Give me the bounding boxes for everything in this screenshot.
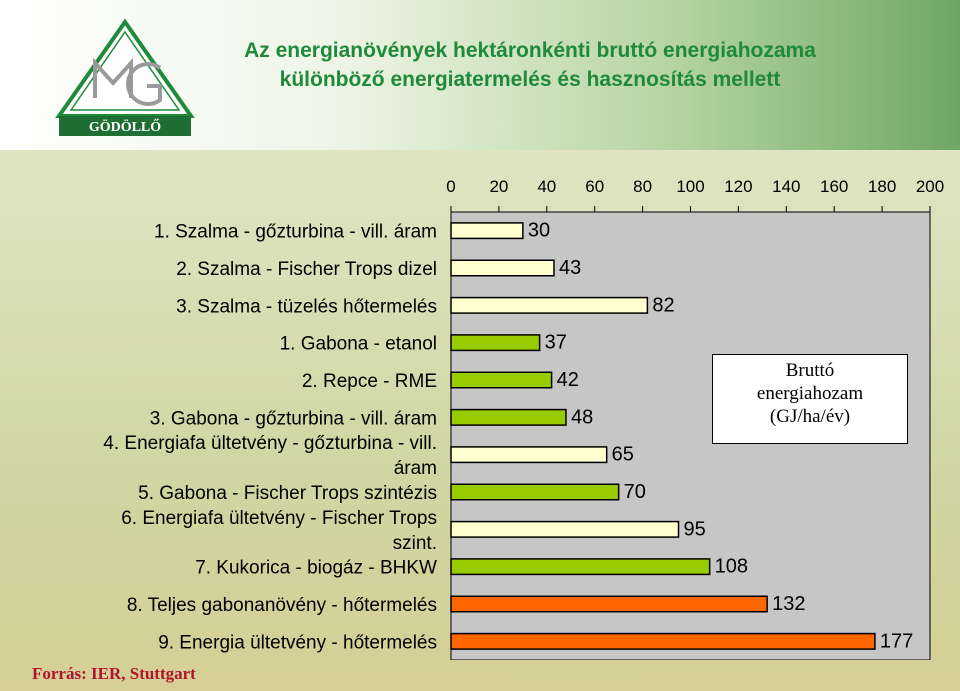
title-line-2: különböző energiatermelés és hasznosítás… xyxy=(279,68,781,91)
bar xyxy=(450,259,555,277)
page-title: Az energianövények hektáronkénti bruttó … xyxy=(200,36,860,94)
category-labels: 1. Szalma - gőzturbina - vill. áram 2. Sz… xyxy=(103,222,437,654)
value-label: 48 xyxy=(571,406,593,428)
legend-line-2: energiahozam xyxy=(756,383,864,404)
x-tick-label: 0 xyxy=(446,177,455,196)
source-note: Forrás: IER, Stuttgart xyxy=(32,664,196,683)
bar xyxy=(450,483,620,501)
x-tick-label: 120 xyxy=(724,177,752,196)
bar xyxy=(450,408,567,426)
category-label: szint. xyxy=(393,533,437,554)
category-label: 6. Energiafa ültetvény - Fischer Trops xyxy=(121,508,437,529)
category-label: 2. Repce - RME xyxy=(302,371,437,392)
legend-line-1: Bruttó xyxy=(785,360,835,381)
mg-logo: GÖDÖLLŐ xyxy=(55,18,195,136)
value-label: 108 xyxy=(715,556,748,578)
value-label: 65 xyxy=(612,444,634,466)
value-label: 30 xyxy=(528,220,550,242)
category-label: 3. Gabona - gőzturbina - vill. áram xyxy=(150,408,437,429)
value-label: 43 xyxy=(559,257,581,279)
category-label: 1. Szalma - gőzturbina - vill. áram xyxy=(154,222,437,243)
value-label: 42 xyxy=(557,369,579,391)
category-label: 5. Gabona - Fischer Trops szintézis xyxy=(138,483,437,504)
category-label: 3. Szalma - tüzelés hőtermelés xyxy=(176,296,437,317)
category-label: 8. Teljes gabonanövény - hőtermelés xyxy=(127,595,437,616)
x-tick-label: 60 xyxy=(585,177,604,196)
x-tick-label: 180 xyxy=(868,177,896,196)
x-tick-label: 140 xyxy=(772,177,800,196)
bar xyxy=(450,334,541,352)
legend-box: Bruttó energiahozam (GJ/ha/év) xyxy=(712,354,908,444)
value-label: 132 xyxy=(772,593,805,615)
value-label: 177 xyxy=(880,630,913,652)
value-label: 95 xyxy=(684,518,706,540)
value-label: 82 xyxy=(652,294,674,316)
category-label: 2. Szalma - Fischer Trops dizel xyxy=(176,259,437,280)
x-axis-ticks: 0 20 40 60 80 100 120 140 160 180 200 xyxy=(446,177,944,212)
bar xyxy=(450,296,649,314)
bar xyxy=(450,520,680,538)
category-label: áram xyxy=(394,458,437,479)
bar xyxy=(450,595,768,613)
x-tick-label: 40 xyxy=(537,177,556,196)
x-tick-label: 100 xyxy=(676,177,704,196)
x-tick-label: 160 xyxy=(820,177,848,196)
x-tick-label: 20 xyxy=(489,177,508,196)
value-label: 70 xyxy=(624,481,646,503)
x-tick-label: 80 xyxy=(633,177,652,196)
category-label: 4. Energiafa ültetvény - gőzturbina - vi… xyxy=(103,433,437,454)
bar xyxy=(450,558,711,576)
value-label: 37 xyxy=(545,332,567,354)
value-labels: 30 43 82 37 42 48 65 70 95 108 132 177 xyxy=(528,220,913,653)
title-line-1: Az energianövények hektáronkénti bruttó … xyxy=(244,39,816,62)
bar xyxy=(450,446,608,464)
bar xyxy=(450,222,524,240)
category-label: 9. Energia ültetvény - hőtermelés xyxy=(158,632,437,653)
x-tick-label: 200 xyxy=(916,177,944,196)
category-label: 1. Gabona - etanol xyxy=(280,334,437,355)
bar xyxy=(450,632,876,650)
logo-text: GÖDÖLLŐ xyxy=(89,118,161,135)
bar xyxy=(450,371,553,389)
legend-line-3: (GJ/ha/év) xyxy=(769,406,851,427)
bars xyxy=(450,222,876,650)
category-label: 7. Kukorica - biogáz - BHKW xyxy=(195,558,437,579)
